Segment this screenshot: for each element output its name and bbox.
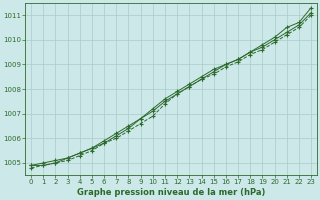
X-axis label: Graphe pression niveau de la mer (hPa): Graphe pression niveau de la mer (hPa) — [77, 188, 265, 197]
